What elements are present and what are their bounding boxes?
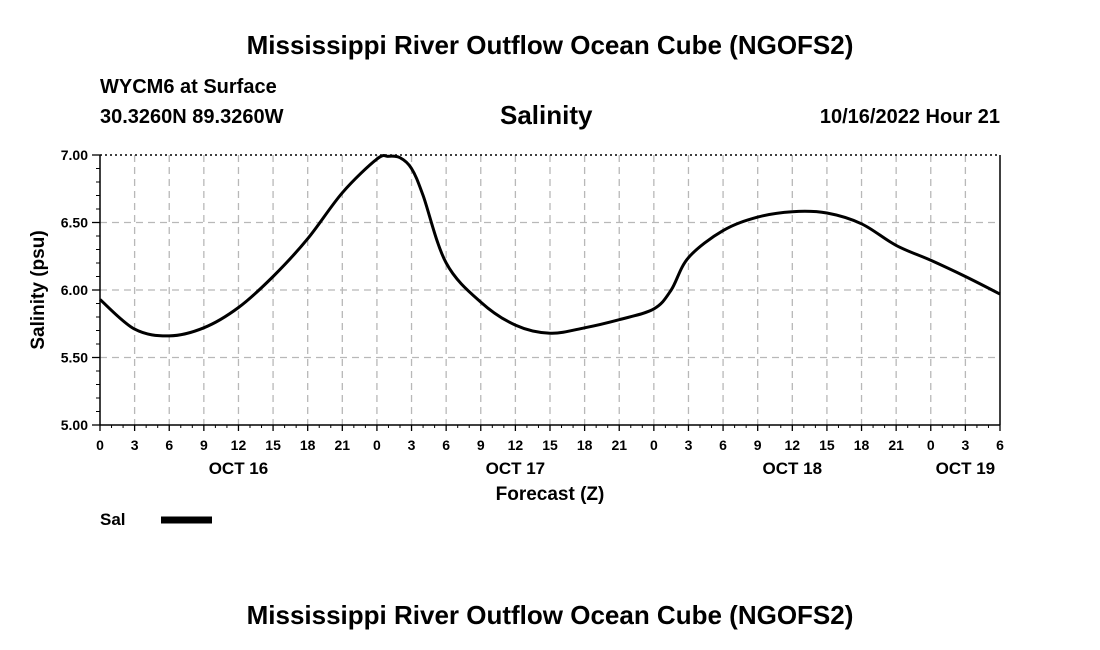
x-tick-label: 6 xyxy=(442,437,450,453)
x-tick-label: 3 xyxy=(408,437,416,453)
x-tick-label: 18 xyxy=(300,437,316,453)
x-tick-label: 12 xyxy=(231,437,247,453)
x-tick-label: 12 xyxy=(785,437,801,453)
y-tick-label: 5.50 xyxy=(61,350,88,366)
x-tick-label: 9 xyxy=(754,437,762,453)
datetime-label: 10/16/2022 Hour 21 xyxy=(819,106,1000,128)
x-tick-label: 3 xyxy=(131,437,139,453)
x-tick-label: 3 xyxy=(961,437,969,453)
footer-title: Mississippi River Outflow Ocean Cube (NG… xyxy=(246,600,854,630)
x-tick-label: 6 xyxy=(996,437,1004,453)
x-tick-label: 12 xyxy=(508,437,524,453)
legend-label: Sal xyxy=(100,510,126,529)
x-axis-title: Forecast (Z) xyxy=(496,484,605,505)
x-tick-label: 3 xyxy=(685,437,693,453)
y-axis-title: Salinity (psu) xyxy=(28,230,49,349)
x-tick-label: 15 xyxy=(542,437,558,453)
x-tick-label: 18 xyxy=(854,437,870,453)
x-date-label: OCT 19 xyxy=(936,459,996,478)
x-date-label: OCT 18 xyxy=(763,459,823,478)
y-tick-label: 6.00 xyxy=(61,282,88,298)
x-tick-label: 21 xyxy=(335,437,351,453)
main-title: Mississippi River Outflow Ocean Cube (NG… xyxy=(246,30,854,60)
y-tick-label: 5.00 xyxy=(61,417,88,433)
coords-label: 30.3260N 89.3260W xyxy=(100,106,284,128)
y-tick-label: 6.50 xyxy=(61,215,88,231)
x-tick-label: 0 xyxy=(373,437,381,453)
station-label: WYCM6 at Surface xyxy=(100,76,277,98)
y-tick-label: 7.00 xyxy=(61,147,88,163)
x-date-label: OCT 17 xyxy=(486,459,546,478)
x-tick-label: 21 xyxy=(611,437,627,453)
x-tick-label: 9 xyxy=(200,437,208,453)
x-tick-label: 15 xyxy=(819,437,835,453)
x-date-label: OCT 16 xyxy=(209,459,269,478)
x-tick-label: 21 xyxy=(888,437,904,453)
x-tick-label: 9 xyxy=(477,437,485,453)
x-tick-label: 15 xyxy=(265,437,281,453)
chart-title: Salinity xyxy=(500,100,593,130)
x-tick-label: 0 xyxy=(96,437,104,453)
x-tick-label: 0 xyxy=(650,437,658,453)
x-tick-label: 18 xyxy=(577,437,593,453)
x-tick-label: 6 xyxy=(165,437,173,453)
x-tick-label: 0 xyxy=(927,437,935,453)
x-tick-label: 6 xyxy=(719,437,727,453)
